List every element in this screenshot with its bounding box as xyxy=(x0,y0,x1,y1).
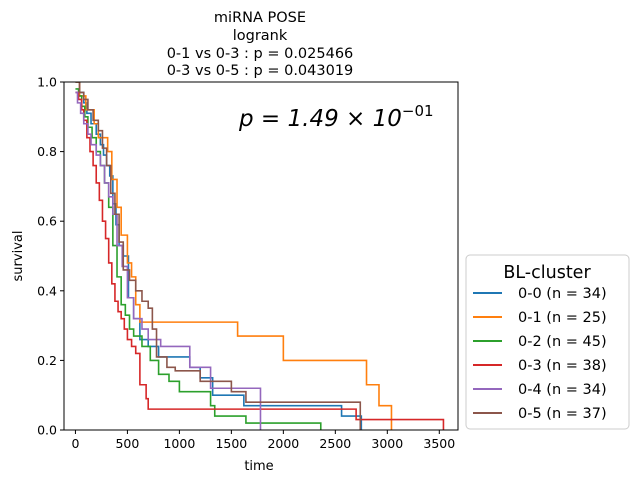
series-line-0-5 xyxy=(75,82,362,430)
legend-title: BL-cluster xyxy=(503,263,591,283)
x-axis: 0 500 1000 1500 2000 2500 3000 3500 xyxy=(71,430,455,451)
p-value-exponent: −01 xyxy=(402,102,434,120)
y-tick-label: 1.0 xyxy=(37,75,57,90)
legend-label: 0-5 (n = 37) xyxy=(518,406,607,422)
title-line-3: 0-1 vs 0-3 : p = 0.025466 xyxy=(167,46,354,62)
x-tick-label: 3000 xyxy=(371,436,403,451)
y-tick-label: 0.4 xyxy=(37,283,57,298)
x-tick-label: 2500 xyxy=(319,436,351,451)
legend-frame xyxy=(465,254,630,430)
y-tick-label: 0.6 xyxy=(37,214,57,229)
x-tick-label: 1500 xyxy=(215,436,247,451)
legend-label: 0-0 (n = 34) xyxy=(518,286,607,302)
title-line-4: 0-3 vs 0-5 : p = 0.043019 xyxy=(167,63,354,79)
plot-frame xyxy=(63,81,459,431)
legend-label: 0-2 (n = 45) xyxy=(518,334,607,350)
y-tick-label: 0.8 xyxy=(37,144,57,159)
y-axis: 0.0 0.2 0.4 0.6 0.8 1.0 xyxy=(37,75,64,438)
title-line-2: logrank xyxy=(233,28,288,44)
x-tick-label: 2000 xyxy=(267,436,299,451)
p-value-base: p = 1.49 × 10 xyxy=(238,106,402,132)
p-value-annotation: p = 1.49 × 10−01 xyxy=(238,102,434,132)
x-tick-label: 3500 xyxy=(423,436,455,451)
x-axis-label: time xyxy=(244,459,273,474)
x-tick-label: 500 xyxy=(115,436,139,451)
legend-label: 0-3 (n = 38) xyxy=(518,358,607,374)
chart-title: miRNA POSE logrank 0-1 vs 0-3 : p = 0.02… xyxy=(167,10,354,79)
title-line-1: miRNA POSE xyxy=(214,10,306,26)
x-tick-label: 1000 xyxy=(163,436,195,451)
legend: BL-cluster 0-0 (n = 34) 0-1 (n = 25) 0-2 (… xyxy=(465,254,630,430)
legend-entries: 0-0 (n = 34) 0-1 (n = 25) 0-2 (n = 45) 0-3 … xyxy=(473,286,607,422)
series-layer xyxy=(75,82,445,430)
legend-label: 0-4 (n = 34) xyxy=(518,382,607,398)
x-tick-label: 0 xyxy=(71,436,79,451)
legend-label: 0-1 (n = 25) xyxy=(518,310,607,326)
y-tick-label: 0.2 xyxy=(37,353,57,368)
series-line-0-1 xyxy=(75,82,393,430)
y-tick-label: 0.0 xyxy=(37,423,57,438)
y-axis-label: survival xyxy=(11,231,26,282)
series-line-0-3 xyxy=(75,91,445,430)
